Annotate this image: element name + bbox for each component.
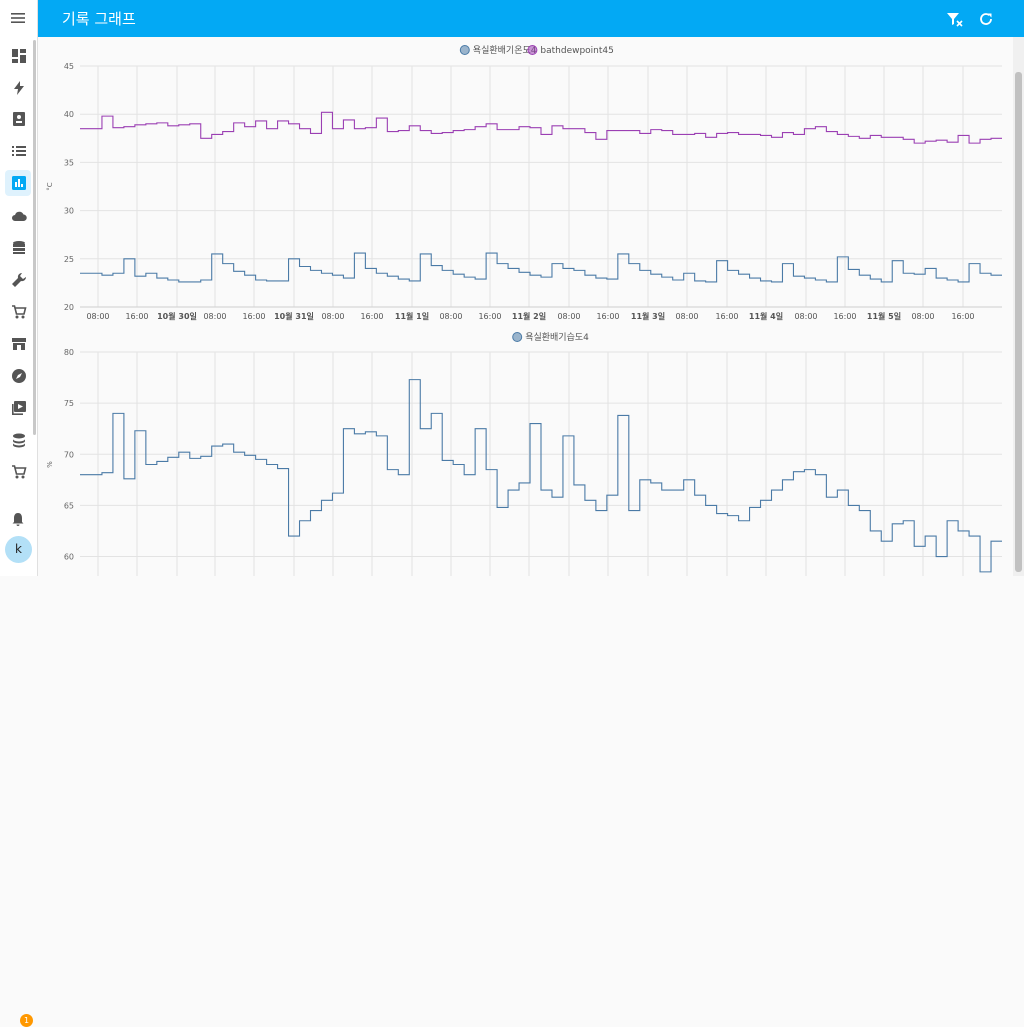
energy-icon: [13, 81, 24, 95]
page-scrollbar[interactable]: [1013, 37, 1024, 576]
x-tick-label: 08:00: [794, 312, 817, 321]
history-content: 45 40 35 30 25 20 °C 욕실환배기온도4 bathdewpoint45 08:0…: [38, 37, 1012, 578]
sidebar-item-cart[interactable]: [0, 457, 37, 487]
cart-icon: [11, 465, 27, 479]
cart-icon: [11, 305, 27, 319]
chart-1: 45 40 35 30 25 20 °C 욕실환배기온도4 bathdewpoint45 08:0…: [46, 44, 1002, 321]
x-tick-label: 08:00: [203, 312, 226, 321]
list-icon: [11, 146, 26, 156]
x-tick-label: 11월 4일: [749, 311, 783, 321]
sidebar-item-logbook[interactable]: [0, 104, 37, 134]
refresh-button[interactable]: [976, 9, 996, 29]
sidebar-item-energy[interactable]: [0, 73, 37, 103]
refresh-icon: [980, 13, 992, 25]
history-icon: [11, 176, 26, 190]
chart-2: 80 75 70 65 60% 욕실환배기습도4: [46, 331, 1002, 578]
sidebar-scrollbar[interactable]: [33, 40, 36, 435]
clear-filter-button[interactable]: [944, 9, 964, 29]
menu-icon: [11, 13, 25, 23]
legend-marker[interactable]: [512, 332, 523, 342]
sidebar-item-history[interactable]: [0, 168, 37, 198]
sidebar-item-dashboard[interactable]: [0, 41, 37, 71]
x-tick-label: 08:00: [675, 312, 698, 321]
sidebar-item-store[interactable]: [0, 329, 37, 359]
y-tick-label: 40: [64, 110, 74, 119]
x-tick-label: 16:00: [242, 312, 265, 321]
filter-remove-icon: [947, 13, 963, 27]
sidebar-item-wrench[interactable]: [0, 265, 37, 295]
y-axis-label: %: [46, 461, 54, 468]
y-axis-label: °C: [46, 182, 54, 191]
sidebar-item-stack[interactable]: [0, 425, 37, 455]
sidebar-item-list[interactable]: [0, 136, 37, 166]
x-tick-label: 08:00: [439, 312, 462, 321]
store-icon: [11, 338, 26, 350]
y-tick-label: 25: [64, 255, 74, 264]
sidebar-item-compass[interactable]: [0, 361, 37, 391]
sidebar-item-media[interactable]: [0, 393, 37, 423]
history-charts: 45 40 35 30 25 20 °C 욕실환배기온도4 bathdewpoint45 08:0…: [46, 44, 1002, 578]
x-tick-label: 10월 30일: [157, 311, 197, 321]
app-header: 기록 그래프: [38, 0, 1024, 37]
notification-badge: 1: [20, 1014, 33, 1027]
y-tick-label: 35: [64, 158, 74, 167]
notifications-button[interactable]: 1: [0, 505, 37, 1027]
series-line-2: [80, 111, 1002, 144]
x-tick-label: 11월 5일: [867, 311, 901, 321]
series-line-1: [80, 379, 1002, 573]
x-tick-label: 10월 31일: [274, 311, 314, 321]
y-tick-label: 20: [64, 303, 74, 312]
x-tick-label: 16:00: [833, 312, 856, 321]
page-title: 기록 그래프: [62, 10, 136, 28]
x-tick-label: 08:00: [557, 312, 580, 321]
y-tick-label: 75: [64, 399, 74, 408]
x-tick-label: 11월 3일: [631, 311, 665, 321]
database-icon: [12, 241, 25, 254]
sidebar-item-cart[interactable]: [0, 297, 37, 327]
sidebar-item-cloud[interactable]: [0, 201, 37, 231]
compass-icon: [11, 369, 26, 383]
logbook-icon: [12, 112, 25, 126]
legend-marker[interactable]: [459, 45, 470, 55]
legend-marker[interactable]: [527, 45, 538, 55]
x-tick-label: 08:00: [86, 312, 109, 321]
y-tick-label: 30: [64, 207, 74, 216]
y-tick-label: 45: [64, 62, 74, 71]
x-tick-label: 16:00: [360, 312, 383, 321]
menu-button[interactable]: [0, 0, 37, 37]
legend-label[interactable]: bathdewpoint45: [540, 46, 613, 56]
media-icon: [11, 401, 26, 415]
legend-label[interactable]: 욕실환배기습도4: [525, 331, 589, 343]
x-tick-label: 11월 1일: [395, 311, 429, 321]
x-tick-label: 11월 2일: [512, 311, 546, 321]
x-tick-label: 16:00: [125, 312, 148, 321]
y-tick-label: 60: [64, 553, 74, 562]
y-tick-label: 80: [64, 348, 74, 357]
wrench-icon: [11, 272, 26, 287]
dashboard-icon: [11, 49, 26, 63]
page-scrollbar-thumb[interactable]: [1015, 72, 1022, 572]
x-tick-label: 16:00: [478, 312, 501, 321]
legend-label[interactable]: 욕실환배기온도4: [473, 44, 537, 56]
bell-icon: [12, 513, 24, 526]
x-tick-label: 16:00: [715, 312, 738, 321]
x-tick-label: 16:00: [596, 312, 619, 321]
sidebar-item-database[interactable]: [0, 233, 37, 263]
x-tick-label: 08:00: [321, 312, 344, 321]
y-tick-label: 70: [64, 450, 74, 459]
cloud-icon: [11, 211, 27, 221]
series-line-1: [80, 252, 1002, 283]
sidebar: 1 k: [0, 0, 38, 1027]
stack-icon: [12, 433, 25, 448]
user-avatar[interactable]: k: [5, 536, 32, 563]
x-tick-label: 08:00: [911, 312, 934, 321]
y-tick-label: 65: [64, 501, 74, 510]
x-tick-label: 16:00: [951, 312, 974, 321]
